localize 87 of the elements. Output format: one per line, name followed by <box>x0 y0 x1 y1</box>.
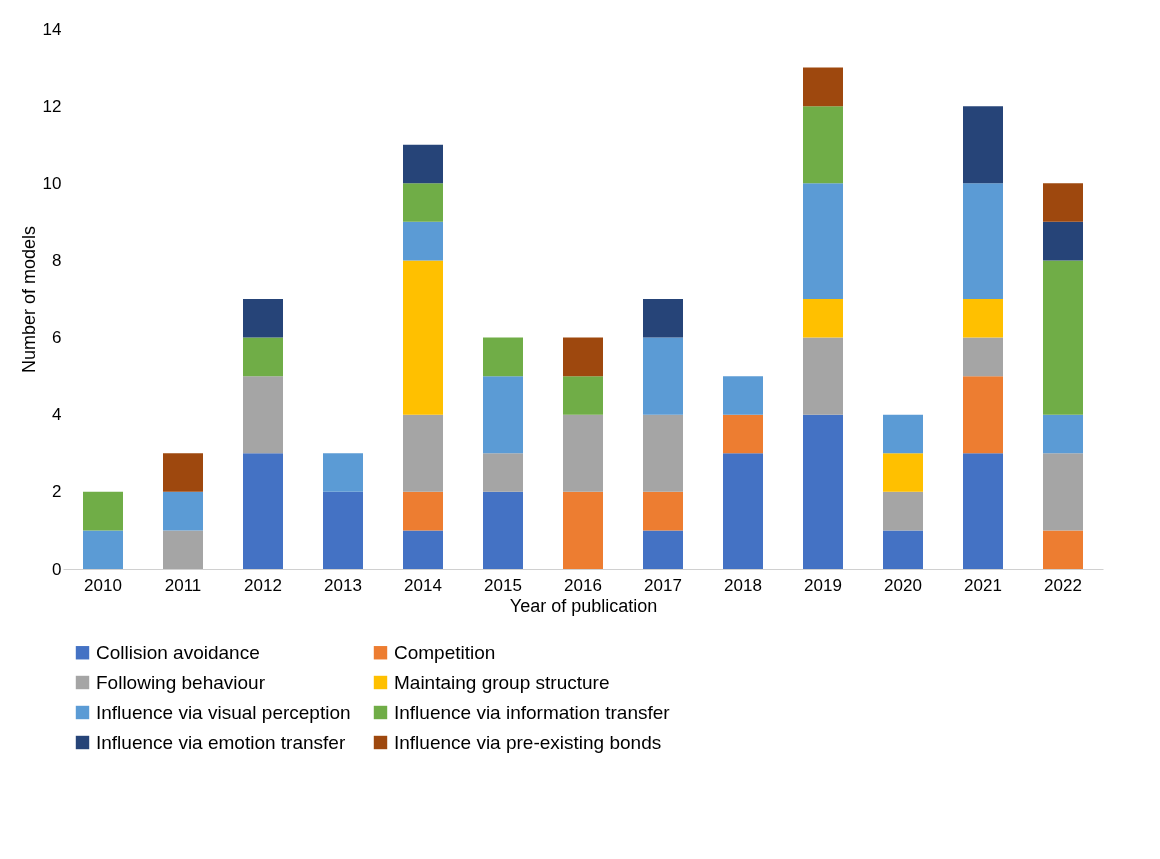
bar <box>803 414 843 569</box>
legend-label: Collision avoidance <box>96 641 260 663</box>
bar <box>403 260 443 415</box>
bar <box>883 530 923 569</box>
bar <box>963 183 1003 299</box>
bar <box>803 299 843 338</box>
bar <box>243 299 283 338</box>
bar <box>483 337 523 377</box>
bar <box>803 337 843 415</box>
bar <box>883 414 923 454</box>
y-tick-label: 8 <box>52 250 62 270</box>
y-tick-label: 4 <box>52 405 62 425</box>
x-tick-label: 2020 <box>884 575 922 595</box>
x-tick-label: 2018 <box>724 575 762 595</box>
legend-label: Following behaviour <box>96 671 266 693</box>
bar <box>243 337 283 377</box>
x-tick-label: 2013 <box>324 575 362 595</box>
bar <box>483 453 523 492</box>
bar <box>403 414 443 492</box>
x-tick-label: 2012 <box>244 575 282 595</box>
legend-label: Maintaing group structure <box>394 671 610 693</box>
bar <box>1043 183 1083 222</box>
bar <box>243 376 283 454</box>
bar <box>1043 453 1083 531</box>
bar <box>163 530 203 569</box>
y-axis-title: Number of models <box>18 225 39 374</box>
bar <box>563 337 603 377</box>
bar <box>643 299 683 338</box>
bar <box>963 337 1003 377</box>
bar <box>1043 221 1083 261</box>
bar <box>403 221 443 261</box>
bar <box>163 491 203 531</box>
x-tick-label: 2014 <box>404 575 442 595</box>
legend-label: Influence via emotion transfer <box>96 731 346 753</box>
y-tick-label: 2 <box>52 482 62 502</box>
bar <box>403 144 443 184</box>
bar <box>803 183 843 299</box>
bar <box>883 491 923 531</box>
y-tick-label: 12 <box>42 96 62 116</box>
bar <box>963 106 1003 184</box>
bar <box>563 491 603 569</box>
bar <box>643 530 683 569</box>
bar <box>563 414 603 492</box>
y-tick-label: 10 <box>42 173 62 193</box>
x-tick-label: 2016 <box>564 575 602 595</box>
bar <box>483 376 523 454</box>
x-tick-label: 2015 <box>484 575 522 595</box>
y-tick-label: 6 <box>52 328 62 348</box>
x-tick-label: 2010 <box>84 575 122 595</box>
legend-label: Influence via visual perception <box>96 701 351 723</box>
bar <box>643 491 683 531</box>
legend-label: Influence via information transfer <box>394 701 671 723</box>
bar <box>403 530 443 569</box>
bar <box>803 106 843 184</box>
bar <box>723 376 763 415</box>
x-tick-label: 2019 <box>804 575 842 595</box>
bar <box>643 414 683 492</box>
bar <box>1043 530 1083 569</box>
x-axis-title: Year of publication <box>509 595 658 616</box>
bar <box>323 491 363 569</box>
bar <box>803 67 843 107</box>
bar <box>83 530 123 569</box>
x-tick-label: 2021 <box>964 575 1002 595</box>
bar <box>1043 414 1083 454</box>
x-tick-label: 2011 <box>164 575 202 595</box>
bar <box>83 491 123 531</box>
y-tick-label: 0 <box>52 559 62 579</box>
bar <box>163 453 203 492</box>
bar <box>643 337 683 415</box>
bar <box>1043 260 1083 415</box>
bar <box>323 453 363 492</box>
bar <box>723 453 763 569</box>
bar <box>483 491 523 569</box>
bar <box>963 376 1003 454</box>
x-tick-label: 2017 <box>644 575 682 595</box>
legend-label: Competition <box>394 641 496 663</box>
bar <box>723 414 763 454</box>
bar <box>883 453 923 492</box>
bar <box>403 491 443 531</box>
bar <box>243 453 283 569</box>
bar <box>563 376 603 415</box>
legend-label: Influence via pre-existing bonds <box>394 731 662 753</box>
bar <box>963 453 1003 569</box>
bar <box>963 299 1003 338</box>
bar <box>403 183 443 222</box>
y-tick-label: 14 <box>42 19 62 39</box>
x-tick-label: 2022 <box>1044 575 1082 595</box>
